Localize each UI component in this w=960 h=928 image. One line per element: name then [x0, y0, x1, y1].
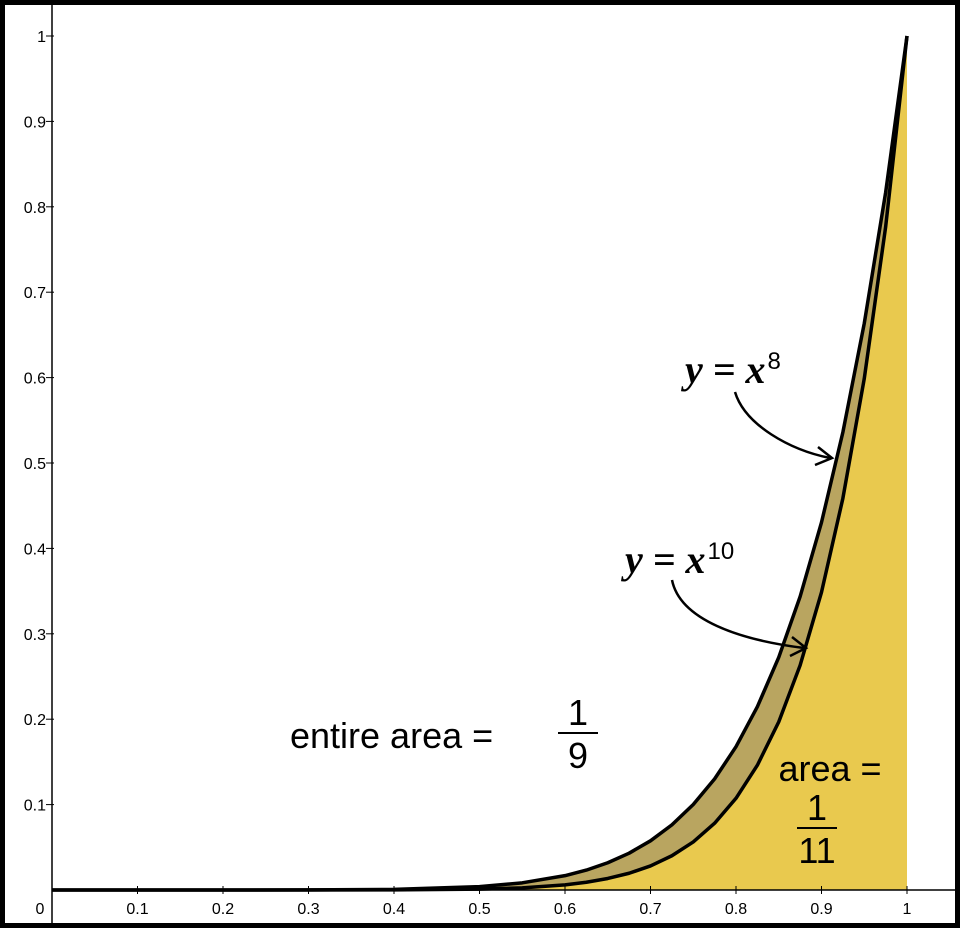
- y-tick-label: 0.4: [24, 541, 46, 558]
- exponent: 10: [708, 538, 735, 565]
- arrows: [670, 391, 835, 658]
- area: [52, 36, 907, 890]
- arrow-head: [814, 446, 835, 467]
- y-tick-label: 0.1: [24, 798, 46, 815]
- equation: y = x8: [681, 347, 781, 392]
- area-label: area =: [778, 748, 881, 789]
- arrow: [733, 391, 831, 460]
- x-tick-label: 0.9: [810, 901, 832, 918]
- area-label: entire area =: [290, 715, 493, 756]
- y-tick-label: 1: [37, 29, 46, 46]
- x-tick-label: 0.7: [639, 901, 661, 918]
- x-tick-label: 0.5: [468, 901, 490, 918]
- axes: 0 0.1 0.2 0.3 0.4 0.5 0.6 0.7 0.8 0.9 1 0.1 0.2 0.3 0.…: [24, 5, 955, 923]
- x-tick-label: 0.6: [554, 901, 576, 918]
- exponent: 8: [768, 348, 781, 375]
- y-tick-label: 0.5: [24, 456, 46, 473]
- numerator: 1: [568, 692, 588, 733]
- equation-text: y = x: [621, 537, 706, 582]
- x-tick-label: 0.1: [126, 901, 148, 918]
- numerator: 1: [807, 787, 827, 828]
- y-tick-label: 0.7: [24, 285, 46, 302]
- y-tick-label: 0.9: [24, 114, 46, 131]
- y-tick-label: 0.3: [24, 627, 46, 644]
- y-tick-label: 0.2: [24, 712, 46, 729]
- y-tick-label: 0.8: [24, 200, 46, 217]
- y-tick-label: 0.6: [24, 371, 46, 388]
- equation: y = x10: [621, 537, 734, 582]
- denominator: 9: [568, 735, 588, 776]
- x-tick-label: 0.2: [212, 901, 234, 918]
- denominator: 11: [798, 830, 835, 871]
- equation-text: y = x: [681, 347, 766, 392]
- x-tick-label: 0.3: [297, 901, 319, 918]
- arrow: [670, 579, 805, 650]
- arrow-head: [789, 636, 809, 658]
- x-tick-label: 1: [903, 901, 912, 918]
- x-tick-label: 0.4: [383, 901, 405, 918]
- x-tick-label: 0: [36, 901, 45, 918]
- x-tick-label: 0.8: [725, 901, 747, 918]
